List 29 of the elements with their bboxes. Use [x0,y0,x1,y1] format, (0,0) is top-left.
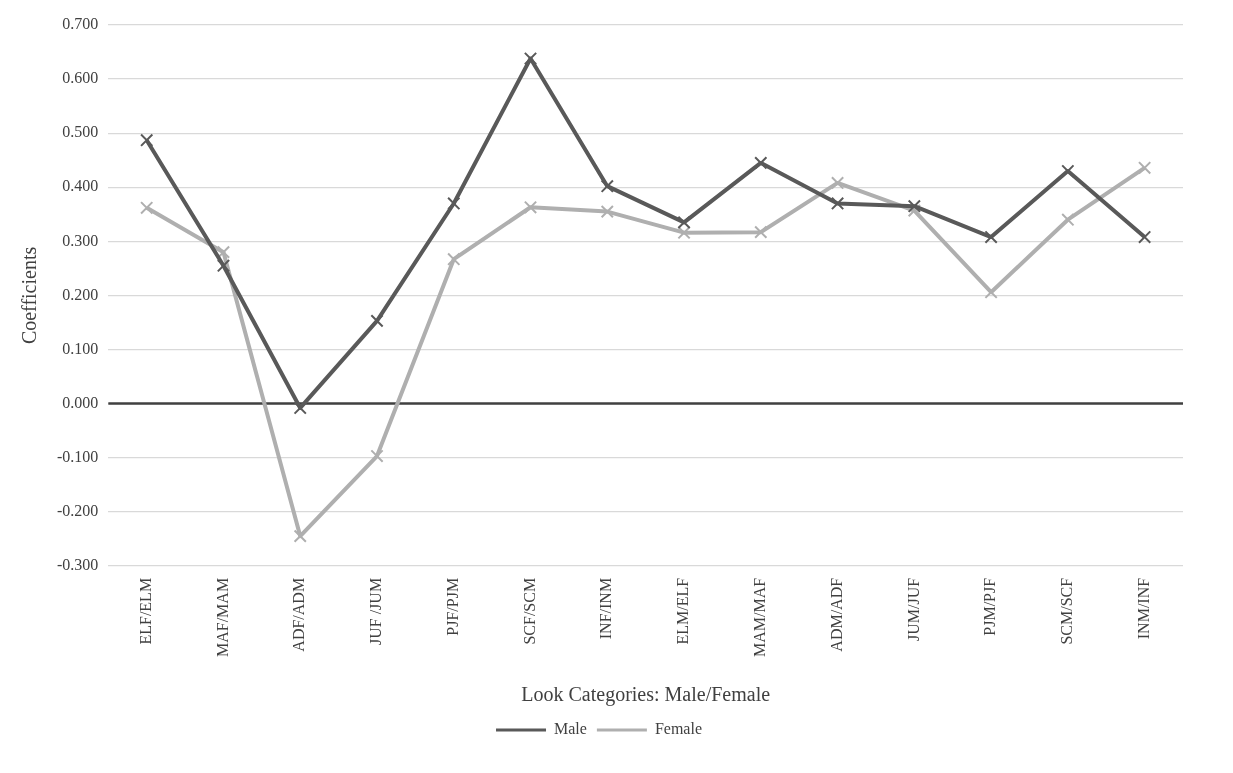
x-tick-label: PJF/PJM [443,577,461,636]
x-tick-label: ADF/ADM [290,577,308,652]
x-tick-label: INF/INM [597,577,615,640]
y-tick-label: 0.200 [62,285,99,303]
y-axis-title: Coefficients [18,246,41,345]
x-tick-label: PJM/PJF [981,577,999,636]
x-tick-label: INM/INF [1134,577,1152,640]
x-tick-label: ADM/ADF [827,577,845,652]
x-tick-label: SCF/SCM [520,577,538,645]
y-tick-label: 0.400 [62,177,99,195]
y-tick-label: 0.500 [62,123,99,141]
x-tick-label: MAM/MAF [751,577,769,658]
x-axis-title: Look Categories: Male/Female [521,683,771,707]
y-tick-label: 0.000 [62,393,99,411]
legend-label: Female [654,720,702,738]
x-tick-label: JUF /JUM [367,577,385,646]
x-tick-label: SCM/SCF [1058,577,1076,645]
x-tick-label: ELF/ELM [136,577,154,645]
y-tick-label: 0.100 [62,339,99,357]
y-tick-label: 0.600 [62,69,99,87]
y-tick-label: 0.300 [62,231,99,249]
x-tick-label: ELM/ELF [674,577,692,645]
x-tick-label: JUM/JUF [904,577,922,642]
y-tick-label: -0.100 [57,447,99,465]
x-tick-label: MAF/MAM [213,577,231,658]
y-tick-label: -0.200 [57,501,99,519]
legend-label: Male [554,720,587,738]
y-tick-label: -0.300 [57,556,99,574]
y-tick-label: 0.700 [62,15,99,33]
